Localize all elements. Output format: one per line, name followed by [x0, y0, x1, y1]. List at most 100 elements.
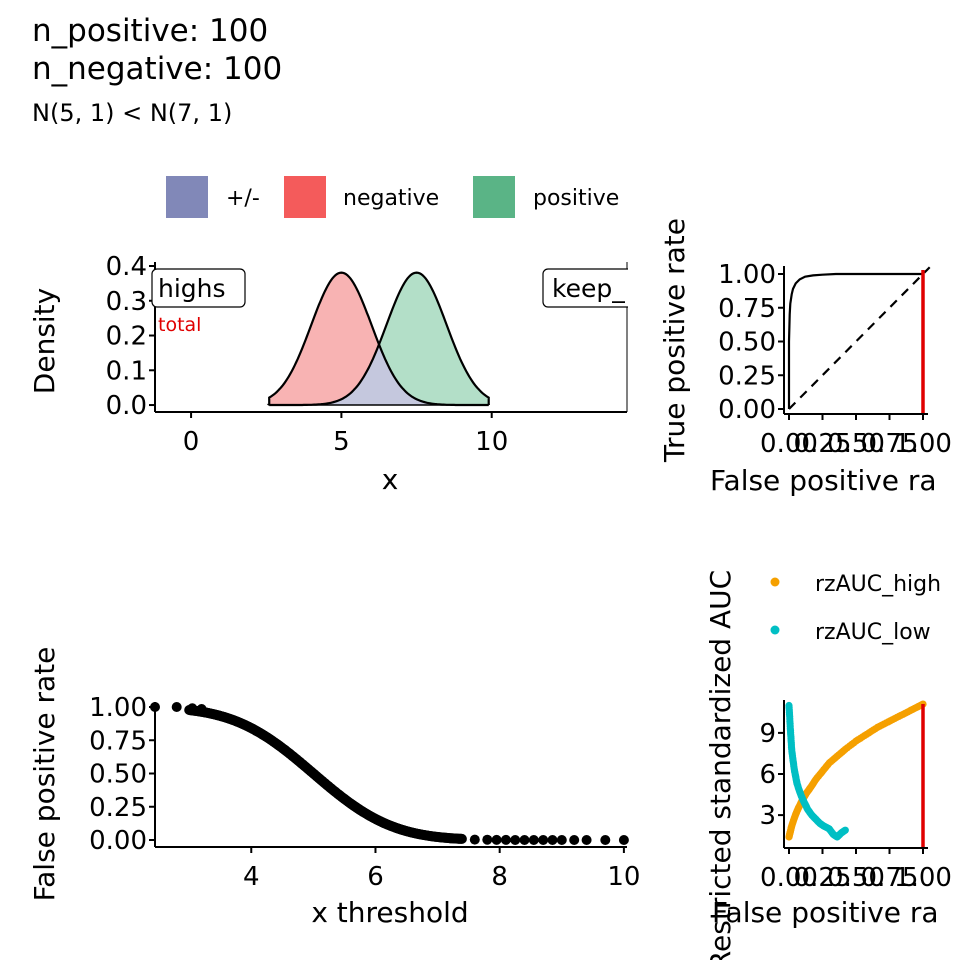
total-label: total: [158, 314, 201, 336]
rzauc-y-label: Restricted standardized AUC: [704, 570, 737, 960]
legend-key-rzauc-high: [770, 577, 780, 587]
fpr-point: [510, 835, 521, 845]
roc-y-tick-label: 0.50: [718, 328, 776, 358]
density-y-label: Density: [28, 288, 61, 394]
legend-key-positive: [473, 176, 515, 218]
roc-curve: [787, 272, 923, 409]
keep-label: keep_: [552, 274, 625, 303]
density-x-tick-label: 10: [475, 427, 508, 457]
density-y-tick-label: 0.2: [106, 322, 147, 352]
fpr-y-tick-label: 0.50: [89, 760, 147, 790]
legend-label-overlap: +/-: [226, 186, 260, 211]
fpr-point: [569, 835, 580, 845]
subtitle: N(5, 1) < N(7, 1): [32, 99, 232, 127]
fpr-point: [469, 834, 480, 845]
fpr-x-tick-label: 8: [491, 862, 508, 892]
fpr-point: [482, 834, 493, 845]
fpr-point: [581, 835, 592, 845]
roc-y-tick-label: 0.25: [718, 361, 776, 391]
rzauc-y-tick-label: 6: [759, 760, 776, 790]
fpr-y-tick-label: 0.00: [89, 826, 147, 856]
roc-x-tick-label: 0.50: [827, 429, 885, 459]
roc-x-tick-label: 0.75: [861, 429, 919, 459]
roc-panel: 0.000.250.500.751.00 0.000.250.500.751.0…: [658, 218, 952, 497]
fpr-point: [187, 703, 198, 714]
rzauc-legend: rzAUC_high rzAUC_low: [770, 572, 941, 645]
legend-key-negative: [284, 176, 326, 218]
fpr-points: [150, 702, 629, 845]
roc-x-tick-label: 1.00: [894, 429, 952, 459]
fpr-point: [547, 835, 558, 845]
rzauc-x-ticks: 0.000.250.500.751.00: [760, 848, 952, 893]
roc-reference-diagonal: [788, 266, 931, 410]
fpr-panel: 0.000.250.50 0.751.00 4 6 8 10 x threshold F…: [28, 647, 640, 929]
rzauc-y-tick-label: 9: [759, 719, 776, 749]
fpr-point: [500, 834, 511, 845]
density-y-tick-label: 0.4: [106, 252, 147, 282]
fpr-point: [519, 835, 530, 845]
title-line-1: n_positive: 100: [32, 13, 268, 49]
fpr-point: [556, 835, 567, 845]
roc-y-tick-label: 1.00: [718, 260, 776, 290]
fpr-y-tick-label: 1.00: [89, 693, 147, 723]
density-x-ticks: 0 5 10: [183, 412, 508, 457]
rzauc-x-tick-label: 0.50: [827, 863, 885, 893]
rzauc-x-tick-label: 0.25: [794, 863, 852, 893]
title-line-2: n_negative: 100: [32, 51, 282, 87]
roc-x-tick-label: 0.25: [794, 429, 852, 459]
roc-x-tick-label: 0.00: [760, 429, 818, 459]
roc-y-tick-label: 0.75: [718, 294, 776, 324]
fpr-y-ticks: 0.000.250.50 0.751.00: [89, 693, 155, 856]
fpr-point: [528, 835, 539, 845]
roc-y-tick-label: 0.00: [718, 395, 776, 425]
fpr-x-ticks: 4 6 8 10: [243, 847, 640, 892]
legend-label-negative: negative: [343, 186, 439, 211]
fpr-y-tick-label: 0.25: [89, 793, 147, 823]
legend-key-rzauc-low: [770, 625, 780, 635]
roc-x-ticks: 0.000.250.500.751.00: [760, 414, 952, 459]
rzauc-y-tick-label: 3: [759, 801, 776, 831]
fpr-point: [171, 702, 182, 712]
density-y-tick-label: 0.3: [106, 287, 147, 317]
rzauc-x-label: False positive ra: [712, 896, 939, 929]
rzauc-x-tick-label: 0.00: [760, 863, 818, 893]
highs-label-box: [151, 268, 246, 308]
density-y-tick-label: 0.1: [106, 356, 147, 386]
overlap-density-area: [269, 344, 489, 406]
fpr-point: [538, 835, 549, 845]
fpr-x-tick-label: 6: [367, 862, 384, 892]
fpr-point: [196, 704, 207, 714]
density-areas: [269, 272, 489, 406]
fpr-y-label: False positive rate: [28, 647, 61, 902]
rzauc-x-tick-label: 0.75: [861, 863, 919, 893]
roc-y-label: True positive rate: [658, 218, 691, 463]
fpr-x-tick-label: 10: [607, 862, 640, 892]
density-lines: [266, 271, 490, 407]
fpr-y-tick-label: 0.75: [89, 726, 147, 756]
negative-density-area: [269, 272, 489, 406]
density-panel: 0.0 0.1 0.2 0.3 0.4 0 5 10 x Density highs tot…: [28, 252, 658, 496]
density-x-tick-label: 0: [183, 427, 200, 457]
roc-x-label: False positive ra: [710, 464, 937, 497]
roc-y-ticks: 0.00 0.250.50 0.75 1.00: [718, 260, 784, 425]
rzauc-points: [785, 700, 927, 841]
density-y-ticks: 0.0 0.1 0.2 0.3 0.4: [106, 252, 155, 421]
density-clip-mask: [628, 262, 658, 312]
rzauc-panel: rzAUC_high rzAUC_low 3 6 9 0.000.250.500.7…: [704, 570, 952, 960]
rzauc-y-ticks: 3 6 9: [759, 719, 784, 831]
legend-label-rzauc-low: rzAUC_low: [815, 620, 931, 645]
rzauc-x-tick-label: 1.00: [894, 863, 952, 893]
highs-label: highs: [158, 274, 226, 303]
fpr-x-tick-label: 4: [243, 862, 260, 892]
fpr-point: [456, 833, 467, 844]
density-y-tick-label: 0.0: [106, 391, 147, 421]
legend-key-overlap: [166, 176, 208, 218]
legend-label-rzauc-high: rzAUC_high: [815, 572, 941, 597]
positive-density-area: [269, 272, 489, 406]
legend-label-positive: positive: [533, 186, 619, 211]
density-x-label: x: [382, 463, 399, 496]
top-legend: +/- negative positive: [166, 176, 619, 218]
fpr-point: [491, 834, 502, 845]
density-x-tick-label: 5: [333, 427, 350, 457]
